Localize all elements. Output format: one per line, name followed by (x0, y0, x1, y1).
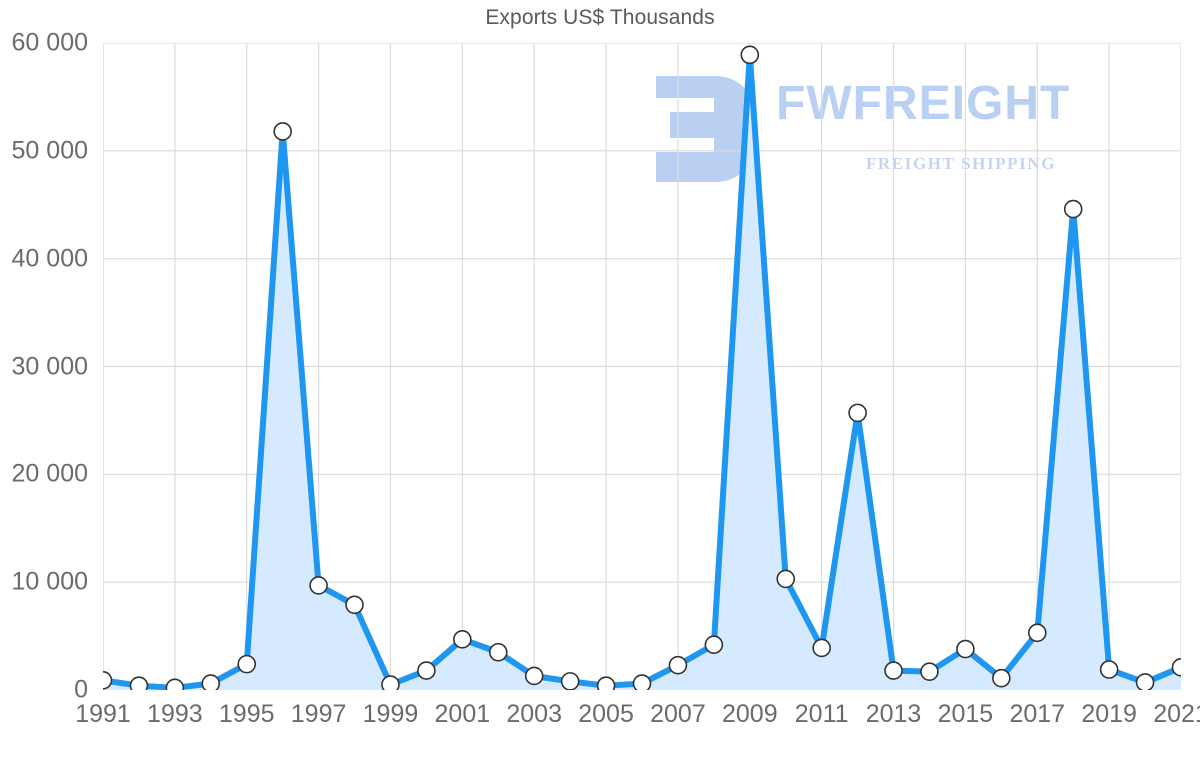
x-tick-label: 2011 (794, 700, 849, 728)
x-tick-label: 2007 (650, 700, 706, 728)
x-tick-label: 2005 (578, 700, 634, 728)
y-tick-label: 60 000 (11, 28, 88, 57)
data-point (103, 670, 113, 690)
data-point (1063, 199, 1083, 219)
data-point (453, 630, 472, 649)
x-tick-label: 2015 (937, 700, 994, 728)
exports-series (103, 45, 1181, 690)
x-tick-label: 1993 (147, 700, 203, 728)
chart-title: Exports US$ Thousands (485, 6, 715, 29)
data-point (381, 675, 400, 690)
x-tick-label: 2019 (1081, 700, 1137, 728)
data-point (596, 676, 616, 690)
data-point (165, 678, 185, 690)
data-point (488, 642, 508, 662)
x-tick-label: 1995 (218, 700, 275, 728)
data-point (524, 666, 544, 686)
data-point (129, 676, 149, 690)
data-point (704, 635, 724, 655)
y-tick-label: 10 000 (11, 567, 88, 596)
data-point (417, 661, 436, 680)
y-tick-label: 30 000 (11, 352, 88, 380)
data-point (1027, 623, 1047, 643)
x-tick-label: 1999 (362, 700, 419, 728)
x-tick-label: 2003 (506, 700, 562, 728)
data-point (740, 45, 760, 65)
y-tick-label: 40 000 (11, 244, 88, 273)
y-axis-labels: 0 10 000 20 000 30 000 40 000 50 000 60 000 (0, 0, 96, 763)
data-point (992, 668, 1011, 688)
data-point (956, 639, 975, 659)
data-point (920, 662, 939, 681)
x-axis-labels: 1991 1993 1995 1997 1999 2001 2003 2005 2007 2009… (0, 700, 1200, 760)
data-point (1135, 673, 1155, 690)
data-point (345, 595, 364, 615)
data-point (668, 655, 688, 675)
y-tick-label: 50 000 (11, 136, 88, 165)
x-tick-label: 2021 (1153, 700, 1200, 728)
data-point (884, 661, 903, 680)
x-tick-label: 1997 (290, 700, 347, 728)
plot-area (103, 43, 1181, 690)
data-point (201, 674, 221, 690)
data-point (1099, 660, 1119, 679)
x-tick-label: 2013 (865, 700, 922, 728)
y-tick-label: 20 000 (11, 459, 88, 488)
grid-lines (103, 43, 1181, 690)
data-point (776, 569, 796, 589)
data-point (273, 122, 292, 141)
data-point (848, 403, 867, 423)
data-point (237, 654, 257, 674)
x-tick-label: 2017 (1009, 700, 1066, 728)
y-tick-label: 0 (74, 675, 88, 704)
data-point (560, 672, 580, 690)
data-point (632, 674, 652, 690)
x-tick-label: 1991 (75, 700, 131, 728)
x-tick-label: 2009 (721, 700, 778, 728)
data-point (812, 638, 831, 658)
data-point (309, 576, 328, 595)
data-point (1171, 658, 1181, 677)
x-tick-label: 2001 (434, 700, 491, 728)
